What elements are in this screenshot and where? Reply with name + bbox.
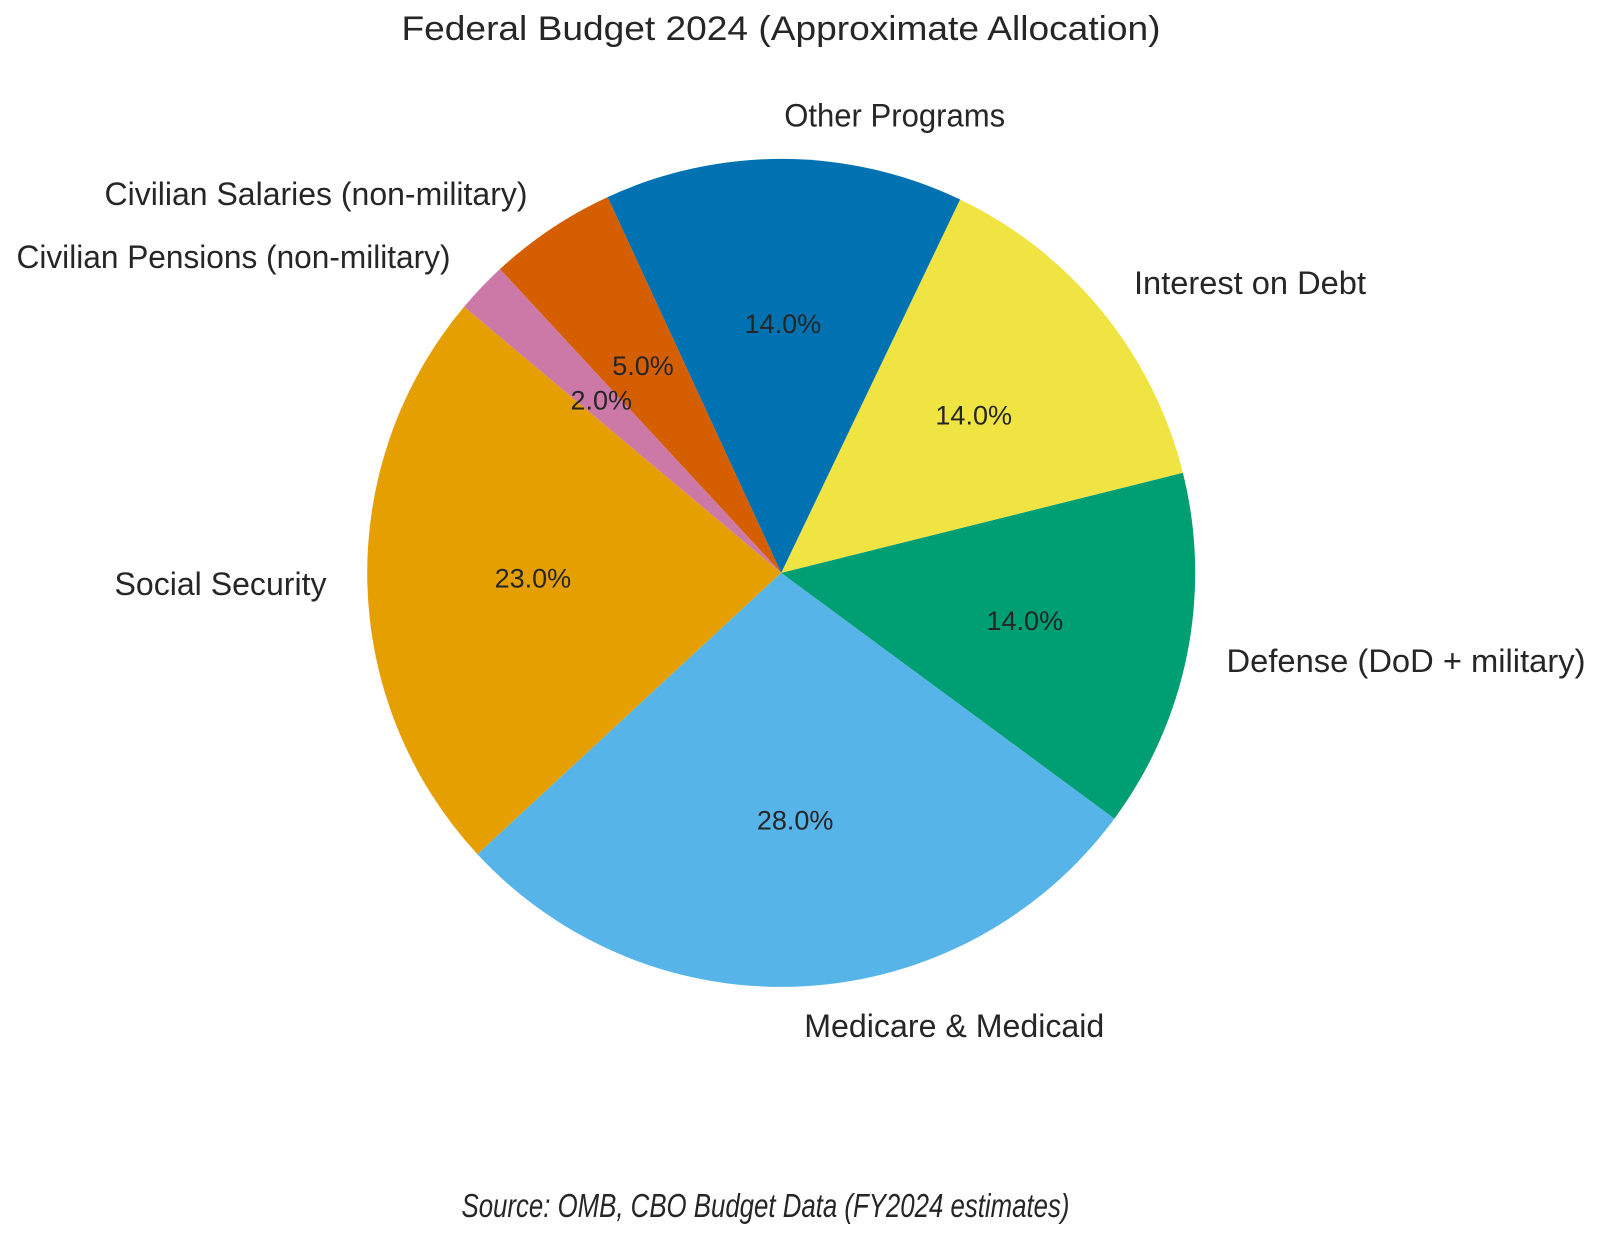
svg-text:14.0%: 14.0% (935, 401, 1012, 431)
svg-text:Other Programs: Other Programs (784, 98, 1005, 134)
svg-text:2.0%: 2.0% (571, 386, 633, 416)
svg-text:Source: OMB, CBO Budget Data (: Source: OMB, CBO Budget Data (FY2024 est… (462, 1187, 1070, 1224)
svg-text:Defense (DoD + military): Defense (DoD + military) (1227, 643, 1586, 679)
svg-text:14.0%: 14.0% (987, 606, 1064, 636)
svg-text:5.0%: 5.0% (612, 351, 674, 381)
svg-text:Social Security: Social Security (115, 566, 327, 602)
svg-text:Interest on Debt: Interest on Debt (1134, 265, 1366, 301)
svg-text:23.0%: 23.0% (495, 564, 572, 594)
svg-text:14.0%: 14.0% (745, 309, 822, 339)
svg-text:28.0%: 28.0% (757, 806, 834, 836)
svg-text:Medicare & Medicaid: Medicare & Medicaid (804, 1008, 1104, 1044)
svg-text:Civilian Salaries (non-militar: Civilian Salaries (non-military) (105, 176, 528, 212)
svg-text:Civilian Pensions (non-militar: Civilian Pensions (non-military) (17, 239, 451, 275)
svg-text:Federal Budget 2024 (Approxima: Federal Budget 2024 (Approximate Allocat… (402, 10, 1161, 48)
